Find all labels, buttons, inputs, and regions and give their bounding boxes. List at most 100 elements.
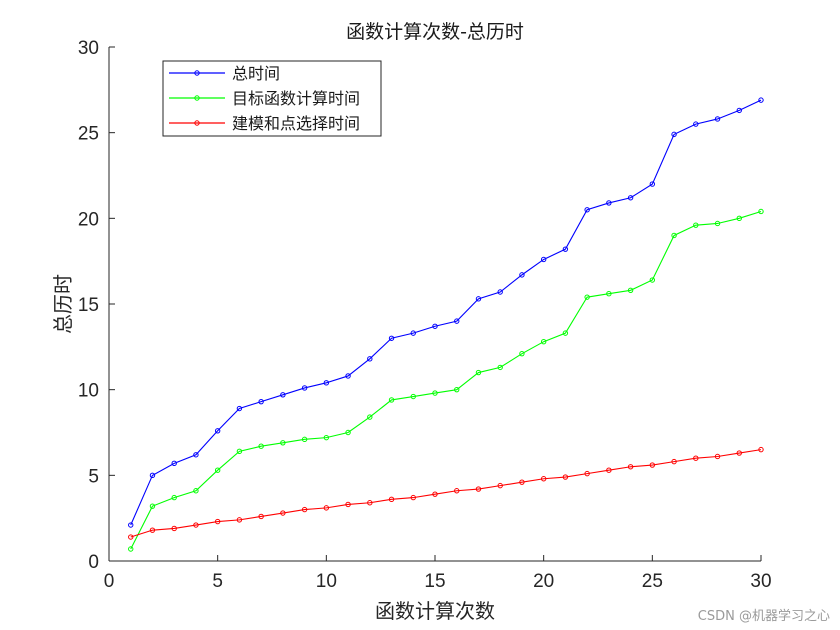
data-point	[627, 287, 634, 293]
data-point	[193, 452, 199, 458]
data-point	[128, 546, 134, 552]
data-point	[714, 220, 721, 227]
series-line-2	[130, 210, 762, 550]
legend-swatch-marker	[194, 95, 200, 101]
series-line-3	[130, 449, 762, 538]
data-point	[432, 491, 438, 497]
data-point	[540, 476, 547, 482]
data-point	[367, 500, 373, 506]
data-point	[214, 518, 221, 525]
data-point	[627, 195, 634, 201]
data-point	[758, 446, 764, 453]
data-point	[236, 517, 243, 523]
axes-layer	[108, 46, 762, 562]
data-point	[475, 369, 482, 376]
data-point	[214, 467, 221, 473]
data-point	[519, 479, 525, 485]
x-tick-label: 10	[316, 571, 337, 592]
data-point	[345, 429, 351, 436]
data-point	[193, 522, 199, 528]
y-tick-label: 25	[78, 124, 99, 145]
data-point	[432, 323, 438, 329]
series-layer	[128, 97, 764, 552]
data-point	[454, 318, 460, 324]
data-point	[128, 522, 134, 528]
data-point	[214, 428, 221, 434]
data-point	[497, 364, 503, 371]
legend-label: 建模和点选择时间	[232, 114, 360, 133]
watermark: CSDN @机器学习之心	[698, 608, 830, 624]
data-point	[693, 121, 699, 127]
x-tick-label: 0	[104, 571, 115, 592]
data-point	[758, 208, 764, 215]
data-point	[367, 356, 373, 362]
data-point	[562, 474, 569, 480]
y-tick-label: 5	[88, 466, 99, 487]
data-point	[584, 207, 590, 213]
data-point	[562, 246, 569, 252]
data-point	[736, 215, 742, 222]
data-point	[323, 380, 330, 386]
data-point	[280, 392, 286, 398]
data-point	[540, 256, 547, 263]
data-point	[345, 373, 351, 379]
y-tick-label: 15	[78, 295, 99, 316]
data-point	[627, 464, 634, 470]
legend-label: 总时间	[232, 64, 280, 83]
legend-swatch-marker	[194, 120, 200, 126]
x-tick-label: 5	[212, 571, 223, 592]
data-point	[193, 488, 199, 494]
y-tick-label: 0	[88, 552, 99, 573]
data-point	[171, 525, 177, 532]
data-point	[519, 272, 525, 278]
data-point	[410, 330, 416, 336]
data-point	[584, 470, 590, 477]
data-point	[540, 338, 547, 345]
data-point	[693, 222, 699, 228]
data-point	[671, 458, 677, 465]
data-point	[301, 385, 308, 391]
data-point	[454, 386, 460, 393]
data-point	[323, 505, 330, 511]
data-point	[388, 496, 395, 503]
data-point	[671, 131, 677, 138]
data-point	[258, 398, 264, 405]
data-point	[367, 414, 373, 420]
y-axis-title: 总历时	[51, 274, 75, 334]
data-point	[454, 488, 460, 494]
data-point	[301, 436, 308, 443]
data-point	[475, 296, 482, 302]
y-tick-label: 20	[78, 209, 99, 230]
data-point	[649, 181, 656, 187]
x-axis-title: 函数计算次数	[375, 599, 495, 623]
data-point	[149, 527, 156, 533]
tick-labels: 0 5 10 15 20 25 30 0 5 10 15 20 25 30	[78, 38, 772, 592]
x-tick-label: 30	[750, 571, 771, 592]
data-point	[345, 501, 351, 508]
x-tick-label: 20	[533, 571, 554, 592]
data-point	[258, 513, 264, 520]
x-tick-label: 25	[642, 571, 663, 592]
data-point	[410, 393, 416, 400]
data-point	[171, 460, 177, 467]
data-point	[432, 390, 438, 396]
data-point	[475, 486, 482, 492]
data-point	[323, 434, 330, 441]
legend-swatch-marker	[194, 70, 200, 76]
data-point	[236, 405, 243, 412]
data-point	[736, 107, 742, 114]
data-point	[758, 97, 764, 103]
data-point	[649, 277, 656, 283]
data-point	[606, 467, 612, 473]
data-point	[714, 453, 721, 460]
chart-title: 函数计算次数-总历时	[346, 21, 524, 43]
data-point	[693, 455, 699, 461]
data-point	[280, 510, 286, 516]
series-line-1	[130, 99, 762, 526]
data-point	[236, 448, 243, 455]
data-point	[606, 200, 612, 206]
legend-label: 目标函数计算时间	[232, 89, 360, 108]
y-tick-label: 10	[78, 381, 99, 402]
